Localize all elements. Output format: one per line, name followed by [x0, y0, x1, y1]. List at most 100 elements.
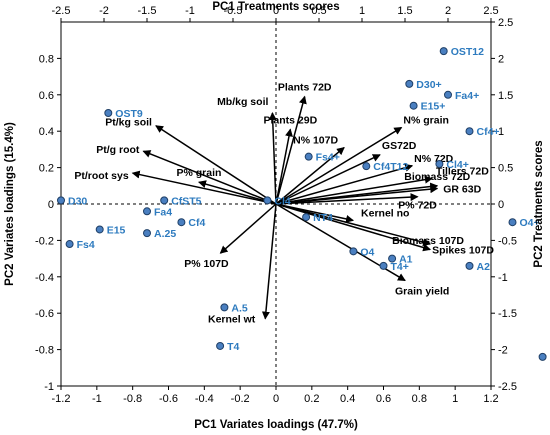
x2-tick-label: 0	[273, 5, 279, 17]
x-tick-label: -0.6	[159, 393, 178, 405]
treatment-point	[435, 159, 444, 168]
y2-axis-ticks: 2.5 2 1.5 1 0.5 0 -0.5 -1 -1.5 -2 -2.5	[491, 17, 517, 393]
treatment-label: D30+	[416, 79, 441, 91]
variable-vectors: Plants 72D Mb/kg soil Plants 29D Pt/kg soil…	[74, 82, 494, 326]
x-tick-label: -0.4	[195, 393, 214, 405]
treatment-point	[349, 247, 358, 256]
treatment-label: Fa4+	[455, 90, 479, 102]
variable-label: P% grain	[176, 167, 221, 179]
x2-tick-label: -2.5	[52, 5, 71, 17]
treatment-label: O4+	[520, 217, 540, 229]
x-tick-label: 1.2	[483, 393, 498, 405]
treatment-label: Cf4T12	[373, 161, 408, 173]
variable-label: Grain yield	[395, 285, 449, 297]
variable-vector	[275, 163, 414, 205]
treatment-point	[388, 254, 397, 263]
variable-label: Pt/g root	[96, 144, 140, 156]
variable-vector	[275, 128, 293, 205]
variable-label: Pt/kg soil	[105, 117, 152, 129]
treatment-point	[362, 162, 371, 171]
x-axis-ticks: -1.2 -1 -0.8 -0.6 -0.4 -0.2 0 0.2 0.4 0.6 0.8 1 1.2	[52, 386, 499, 405]
treatment-point	[508, 218, 517, 227]
x2-tick-label: 1	[359, 5, 365, 17]
y2-tick-label: 1.5	[498, 90, 513, 102]
variable-vector	[275, 175, 433, 205]
y-tick-label: -0.6	[35, 308, 54, 320]
treatment-point	[304, 152, 313, 161]
variable-vector	[131, 170, 277, 205]
x2-tick-label: 0.5	[311, 5, 326, 17]
variable-label: N% 72D	[414, 153, 454, 165]
x2-tick-label: -2	[99, 5, 109, 17]
y-tick-label: -0.8	[35, 345, 54, 357]
variable-label: Plants 72D	[278, 82, 332, 94]
x-tick-label: 0.2	[304, 393, 319, 405]
treatment-point	[177, 218, 186, 227]
treatment-point	[57, 196, 65, 205]
treatment-point	[465, 261, 474, 270]
treatment-point	[263, 196, 272, 205]
variable-vector	[275, 154, 381, 205]
treatment-label: OST9	[115, 108, 143, 120]
variable-label: Spikes 107D	[432, 245, 494, 257]
y2-tick-label: 2.5	[498, 17, 513, 29]
treatment-point	[143, 229, 151, 238]
treatment-label: A.25	[154, 228, 176, 240]
treatment-label: Fs4+	[316, 152, 340, 164]
treatment-point	[143, 207, 151, 216]
x-tick-label: 0	[273, 393, 279, 405]
variable-label: Kernel wt	[208, 314, 256, 326]
treatment-point	[104, 109, 113, 117]
treatment-label: Fs4	[77, 239, 95, 251]
treatment-point	[379, 261, 388, 270]
treatment-label: T4+	[391, 261, 409, 273]
treatment-label: Cf4	[188, 217, 205, 229]
x-axis-title: PC1 Variates loadings (47.7%)	[194, 419, 358, 431]
y-tick-label: 0.2	[39, 163, 54, 175]
y-tick-label: 0.6	[39, 90, 54, 102]
x-tick-label: 1	[452, 393, 458, 405]
y-tick-label: 0	[48, 199, 54, 211]
treatment-label: CfST5	[171, 195, 201, 207]
treatment-label: OST12	[451, 46, 484, 58]
x2-tick-label: 2.5	[483, 5, 498, 17]
variable-label: Biomass 72D	[404, 171, 470, 183]
treatment-label: E15	[107, 224, 126, 236]
variable-vector	[268, 112, 277, 205]
treatment-label: Cl4+	[446, 159, 468, 171]
variable-label: Pt/root sys	[74, 170, 128, 182]
y2-tick-label: -2.5	[498, 381, 517, 393]
variable-vector	[275, 146, 345, 205]
treatment-point	[465, 127, 474, 136]
treatment-label: A2	[477, 261, 491, 273]
treatment-label: Fa4	[154, 206, 172, 218]
treatment-point	[216, 341, 225, 350]
x2-tick-label: 1.5	[397, 5, 412, 17]
x2-axis-ticks: -2.5 -2 -1.5 -1 -0.5 0 0.5 1 1.5 2 2.5	[52, 5, 499, 22]
y-tick-label: -0.4	[35, 272, 54, 284]
variable-vector	[275, 203, 432, 247]
treatment-point	[538, 352, 547, 361]
treatment-point	[405, 79, 414, 88]
y-tick-label: 0.4	[39, 126, 54, 138]
treatment-point	[65, 240, 74, 249]
x-tick-label: -0.8	[123, 393, 142, 405]
variable-label: Mb/kg soil	[217, 96, 268, 108]
variable-label: Tillers 72D	[436, 166, 489, 178]
treatment-label: D30	[68, 195, 87, 207]
treatment-label: E15+	[421, 101, 446, 113]
y2-tick-label: 1	[498, 126, 504, 138]
variable-vector	[275, 193, 419, 205]
x2-tick-label: -0.5	[224, 5, 243, 17]
treatment-label: T4	[227, 341, 239, 353]
variable-label: Plants 29D	[263, 114, 317, 126]
variable-vector	[219, 203, 277, 254]
y2-tick-label: 2	[498, 53, 504, 65]
x-tick-label: -1.2	[52, 393, 71, 405]
treatment-label: A1	[399, 254, 413, 266]
y-axis-ticks: 0.8 0.6 0.4 0.2 0 -0.2 -0.4 -0.6 -0.8 -1	[35, 53, 61, 393]
treatment-point	[95, 225, 104, 234]
y2-axis-title: PC2 Treatments scores	[533, 140, 545, 267]
y2-tick-label: -1.5	[498, 308, 517, 320]
